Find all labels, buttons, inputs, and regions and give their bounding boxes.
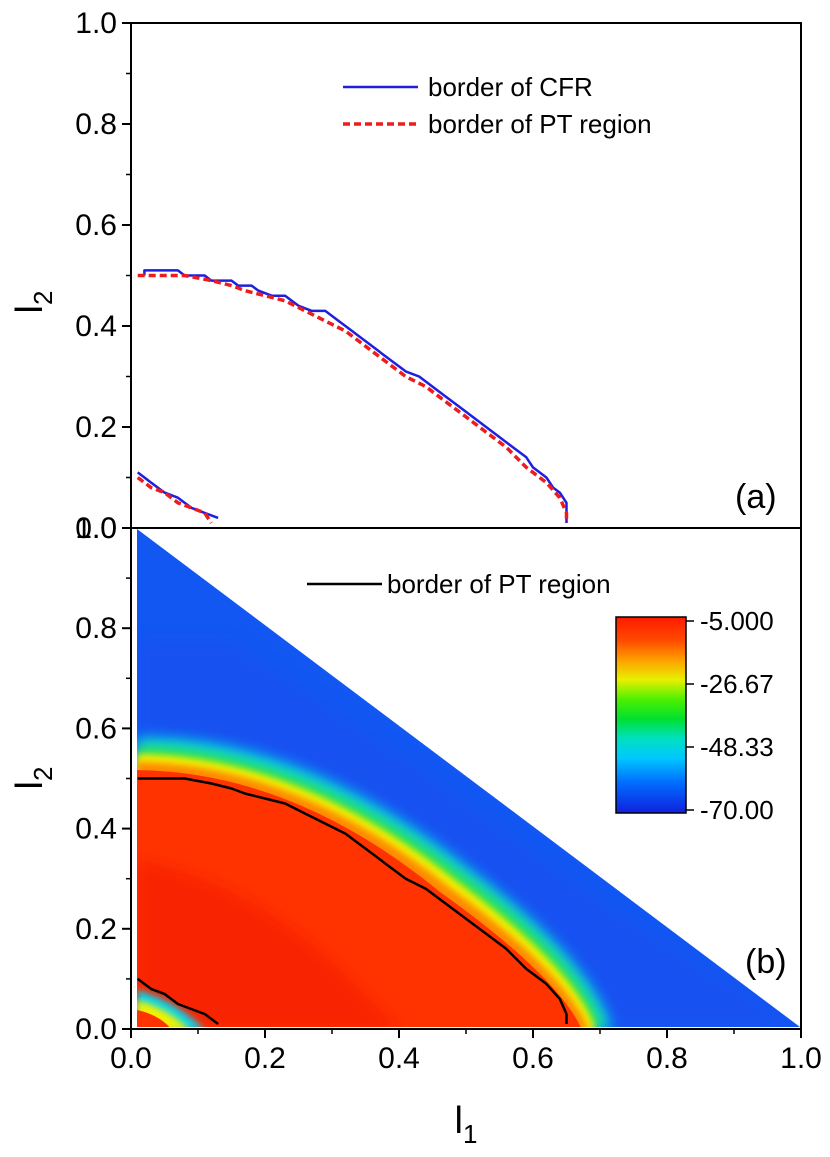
x-tick-label: 0.8 [646,1042,688,1075]
panel-b-series [136,777,568,1026]
y-tick-label: 0.6 [75,712,117,745]
heatmap-field [137,529,800,1027]
panel-a-y-axis-title: l2 [9,291,58,314]
panel-b: 0.0 0.2 0.4 0.6 0.8 1.0 0.0 0.2 0.4 0.6 0.8 1.0 l2… [9,512,822,1149]
colorbar-tick-label: -48.33 [700,732,774,762]
y-tick-label: 0.2 [75,411,117,444]
panel-b-y-ticks: 0.0 0.2 0.4 0.6 0.8 1.0 [75,512,131,1046]
legend-label-cfr: border of CFR [428,72,593,102]
panel-a: 0.0 0.2 0.4 0.6 0.8 1.0 l2 border of CFR bord… [9,7,802,545]
panel-b-x-ticks: 0.0 0.2 0.4 0.6 0.8 1.0 [110,1029,822,1075]
x-tick-label: 1.0 [780,1042,822,1075]
colorbar: -5.000 -26.67 -48.33 -70.00 [615,606,774,825]
series-line-1-segment-2 [136,977,219,1026]
y-tick-label: 0.4 [75,813,117,846]
heatmap-deep-red-core [137,860,400,1027]
x-tick-label: 0.2 [244,1042,286,1075]
y-tick-label: 0.2 [75,913,117,946]
panel-b-y-axis-title: l2 [9,767,58,790]
colorbar-gradient [615,616,687,814]
y-tick-label: 0.8 [75,612,117,645]
colorbar-ticks: -5.000 -26.67 -48.33 -70.00 [686,606,774,825]
y-tick-label: 0.4 [75,310,117,343]
panel-a-y-ticks: 0.0 0.2 0.4 0.6 0.8 1.0 [75,7,131,545]
series-line-1-segment-2 [136,471,219,520]
legend-label-pt-black: border of PT region [387,569,611,599]
y-tick-label: 1.0 [75,512,117,545]
legend-label-pt: border of PT region [428,109,652,139]
panel-b-label: (b) [745,943,787,981]
colorbar-tick-label: -5.000 [700,606,774,636]
x-tick-label: 0.6 [512,1042,554,1075]
series-line-1-segment-1 [143,269,568,523]
x-tick-label: 0.4 [378,1042,420,1075]
heatmap-corner-red [137,1010,172,1027]
y-tick-label: 0.6 [75,209,117,242]
series-line-1-segment-1 [137,777,568,1024]
y-tick-label: 0.0 [75,1013,117,1046]
y-tick-label: 1.0 [75,7,117,40]
x-tick-label: 0.0 [110,1042,152,1075]
colorbar-tick-label: -26.67 [700,669,774,699]
panel-b-legend: border of PT region [307,569,611,599]
series-line-2-segment-2 [136,476,213,524]
panel-a-series [136,269,569,524]
colorbar-tick-label: -70.00 [700,795,774,825]
y-tick-label: 0.0 [75,512,117,545]
series-line-2-segment-1 [137,273,569,523]
y-tick-label: 0.8 [75,108,117,141]
panel-b-x-axis-title: l1 [455,1100,478,1149]
panel-a-legend: border of CFR border of PT region [343,72,652,139]
panel-a-label: (a) [735,478,777,516]
